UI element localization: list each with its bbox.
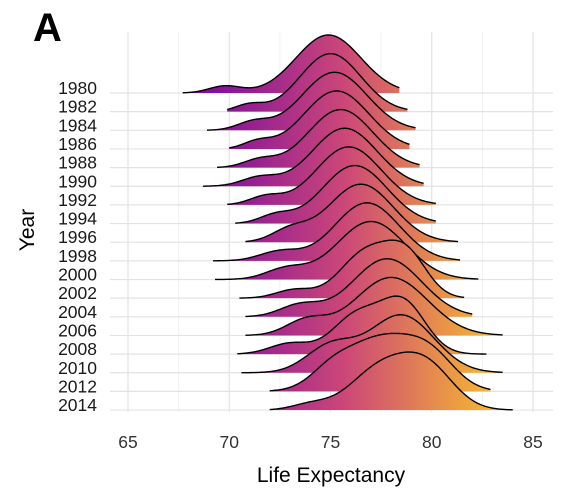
- ridge-outline: [269, 351, 513, 411]
- y-tick-label: 1998: [58, 246, 97, 266]
- ridge-outline: [245, 258, 473, 318]
- y-tick-label: 1982: [58, 97, 97, 117]
- y-tick-label: 1988: [58, 153, 97, 173]
- ridge-outline: [245, 276, 503, 336]
- x-tick-labels: 65 70 75 80 85: [118, 432, 542, 452]
- ridge-outline: [227, 52, 408, 111]
- ridge-outline: [213, 202, 461, 262]
- y-tick-label: 2002: [58, 283, 97, 303]
- y-tick-label: 2010: [58, 358, 97, 378]
- ridge-fill: [269, 352, 513, 411]
- ridge-outline: [229, 90, 410, 149]
- y-tick-label: 2014: [58, 395, 97, 415]
- y-tick-label: 2000: [58, 265, 97, 285]
- ridge-outline: [206, 71, 416, 131]
- ridge-outline: [202, 127, 424, 187]
- y-tick-labels: 1980198219841986198819901992199419961998…: [58, 78, 97, 415]
- y-tick-label: 1992: [58, 190, 97, 210]
- ridge-outline: [245, 183, 459, 243]
- x-tick-label: 80: [422, 432, 442, 452]
- ridge-2014: [269, 351, 513, 411]
- y-tick-label: 2004: [58, 302, 97, 322]
- y-tick-label: 1980: [58, 78, 97, 98]
- y-tick-label: 2006: [58, 320, 97, 340]
- y-tick-label: 1990: [58, 171, 97, 191]
- ridge-outline: [269, 332, 491, 392]
- y-tick-label: 1994: [58, 209, 97, 229]
- ridge-outline: [235, 164, 436, 224]
- panel-label: A: [33, 6, 62, 50]
- ridge-outline: [241, 314, 503, 374]
- x-axis-label: Life Expectancy: [257, 464, 406, 487]
- ridge-outline: [227, 146, 436, 206]
- y-tick-label: 2008: [58, 339, 97, 359]
- y-tick-label: 1996: [58, 227, 97, 247]
- y-tick-label: 1986: [58, 134, 97, 154]
- ridge-outline: [239, 239, 465, 299]
- x-tick-label: 65: [118, 432, 137, 452]
- ridge-outline: [215, 220, 479, 281]
- x-tick-label: 85: [523, 432, 542, 452]
- ridgeline-series-group: [182, 34, 513, 411]
- y-axis-label: Year: [16, 209, 39, 251]
- ridge-outline: [237, 295, 487, 355]
- x-tick-label: 70: [220, 432, 240, 452]
- ridge-outline: [217, 108, 420, 169]
- y-tick-label: 1984: [58, 115, 97, 135]
- y-tick-label: 2012: [58, 376, 97, 396]
- ridge-outline: [182, 34, 400, 94]
- x-tick-label: 75: [321, 432, 340, 452]
